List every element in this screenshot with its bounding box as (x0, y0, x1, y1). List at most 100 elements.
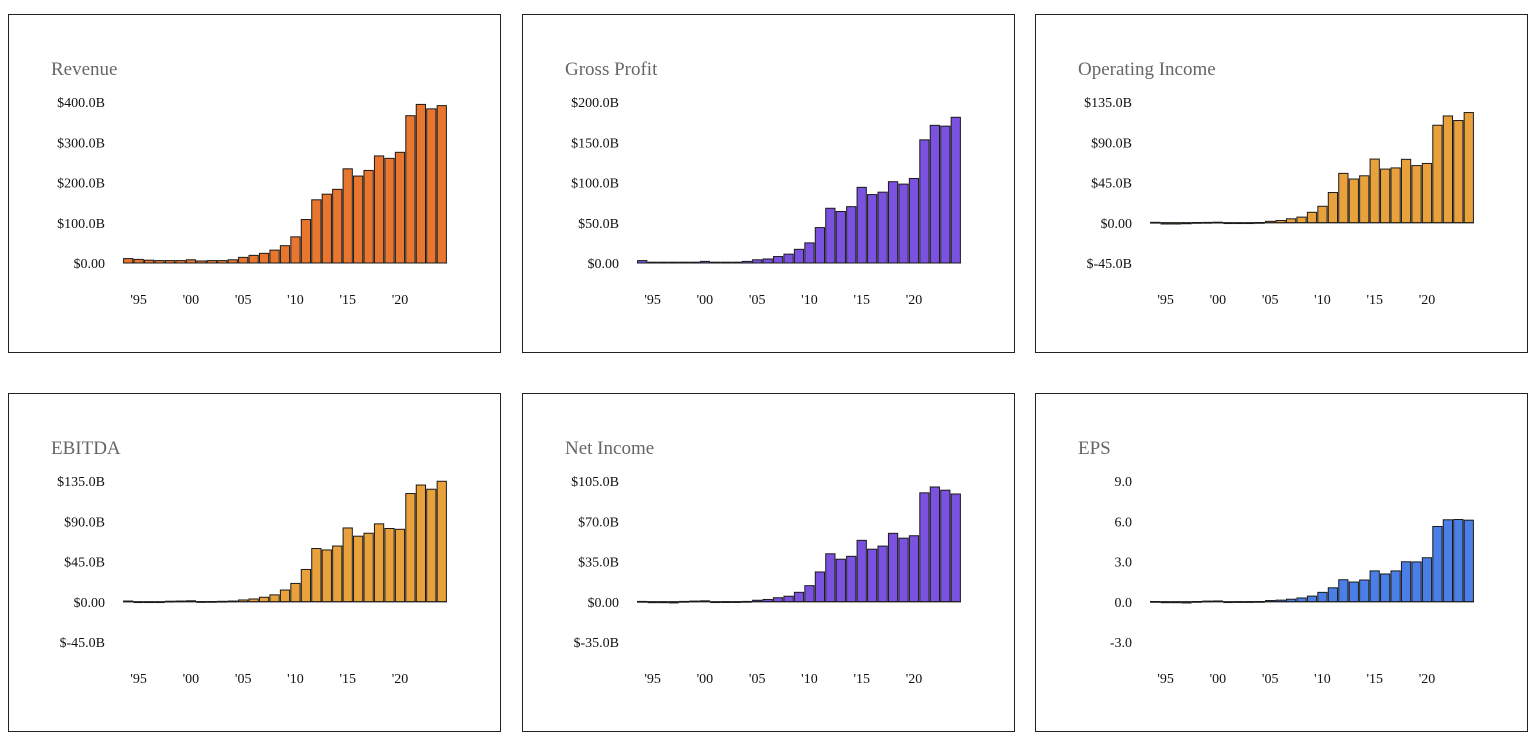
y-tick-label: $100.0B (571, 177, 619, 192)
bar (238, 256, 249, 264)
y-tick-label: $150.0B (571, 136, 619, 151)
bar (793, 591, 805, 603)
bar (1390, 570, 1401, 603)
bar (405, 493, 416, 603)
bar (919, 492, 930, 603)
bar (1390, 167, 1401, 224)
x-tick-label: '05 (235, 293, 252, 308)
bar (353, 175, 364, 264)
bar (290, 236, 301, 264)
y-tick-label: $0.00 (74, 257, 106, 272)
ebitda-bar-chart: $135.0B $90.0B $45.0B $0.00 $-45.0B '95 '00 '05… (57, 475, 447, 687)
bar (353, 535, 364, 603)
x-tick-label: '00 (1210, 672, 1227, 687)
bar (269, 594, 280, 603)
bar (908, 535, 920, 603)
x-tick-label: '95 (1157, 672, 1174, 687)
bar (405, 115, 416, 264)
bar (279, 245, 291, 264)
chart-title: Operating Income (1078, 59, 1216, 80)
bar (300, 568, 312, 603)
bar (1306, 595, 1318, 603)
x-tick-label: '10 (287, 672, 304, 687)
x-tick-label: '05 (235, 672, 252, 687)
y-tick-label: $50.0B (578, 217, 619, 232)
bar (1359, 579, 1370, 603)
bar (1327, 587, 1339, 603)
bar (1348, 178, 1359, 224)
operating-income-chart-panel: Operating Income $135.0B $90.0B $45.0B $0.0… (1035, 14, 1528, 353)
chart-title: EBITDA (51, 438, 121, 459)
x-tick-label: '20 (906, 672, 923, 687)
x-tick-label: '00 (697, 672, 714, 687)
y-tick-label: $45.0B (64, 556, 105, 571)
bar (300, 219, 312, 264)
x-tick-label: '10 (801, 293, 818, 308)
x-tick-label: '15 (339, 672, 356, 687)
bar (332, 545, 343, 603)
bar (1369, 570, 1380, 603)
x-tick-label: '10 (287, 293, 304, 308)
x-tick-label: '05 (749, 672, 766, 687)
y-tick-label: $100.0B (57, 217, 105, 232)
net-income-bar-chart: $105.0B $70.0B $35.0B $0.00 $-35.0B '95 '00 '05… (571, 475, 961, 687)
x-tick-label: '10 (801, 672, 818, 687)
bar (1317, 205, 1328, 224)
bar (415, 484, 426, 603)
x-tick-label: '95 (130, 293, 147, 308)
y-tick-label: 0.0 (1115, 596, 1133, 611)
bar (1442, 115, 1453, 224)
operating-income-bar-chart: $135.0B $90.0B $45.0B $0.00 $-45.0B '95 '00 '05… (1084, 96, 1474, 308)
bar (373, 523, 385, 603)
bar (384, 157, 395, 264)
y-tick-label: $400.0B (57, 96, 105, 111)
y-tick-label: $135.0B (1084, 96, 1132, 111)
bar (940, 489, 951, 603)
bar (804, 242, 815, 264)
bar (311, 199, 322, 264)
bar (1411, 165, 1422, 224)
bar (373, 155, 385, 264)
y-tick-label: $90.0B (64, 515, 105, 530)
bar (1421, 557, 1433, 603)
bar (887, 532, 899, 603)
bar (1317, 591, 1328, 603)
x-tick-label: '10 (1314, 672, 1331, 687)
y-tick-label: $-35.0B (574, 636, 620, 651)
y-tick-label: $35.0B (578, 556, 619, 571)
eps-chart-panel: EPS 9.0 6.0 3.0 0.0 -3.0 '95 '00 '05 '10 '15 '20 (1035, 393, 1528, 732)
bar (436, 480, 447, 603)
bar (835, 558, 846, 603)
y-tick-label: $135.0B (57, 475, 105, 490)
bar (929, 486, 940, 603)
bar (258, 252, 270, 264)
bar (804, 585, 815, 603)
bar (394, 528, 406, 603)
bar (133, 258, 144, 264)
bar (783, 595, 794, 603)
y-tick-label: $70.0B (578, 515, 619, 530)
y-tick-label: $90.0B (1091, 136, 1132, 151)
bar (1327, 192, 1339, 224)
gross-profit-bar-chart: $200.0B $150.0B $100.0B $50.0B $0.00 '95 '00 '0… (571, 96, 961, 308)
bar (814, 227, 826, 264)
bar (772, 597, 784, 603)
bar (1338, 579, 1349, 603)
bar (814, 571, 826, 603)
y-tick-label: $45.0B (1091, 177, 1132, 192)
y-tick-label: $300.0B (57, 136, 105, 151)
x-tick-label: '05 (1262, 672, 1279, 687)
bar (835, 210, 846, 264)
bar (363, 169, 374, 264)
bar (1453, 519, 1464, 603)
bar (1411, 561, 1422, 603)
bar (1400, 561, 1412, 603)
bar (1400, 158, 1412, 224)
x-tick-label: '00 (697, 293, 714, 308)
bar (1285, 218, 1297, 224)
bar (825, 207, 836, 264)
bar (1442, 519, 1453, 603)
ebitda-chart-panel: EBITDA $135.0B $90.0B $45.0B $0.00 $-45.0B '9… (8, 393, 501, 732)
bar (898, 537, 909, 603)
x-tick-label: '20 (906, 293, 923, 308)
